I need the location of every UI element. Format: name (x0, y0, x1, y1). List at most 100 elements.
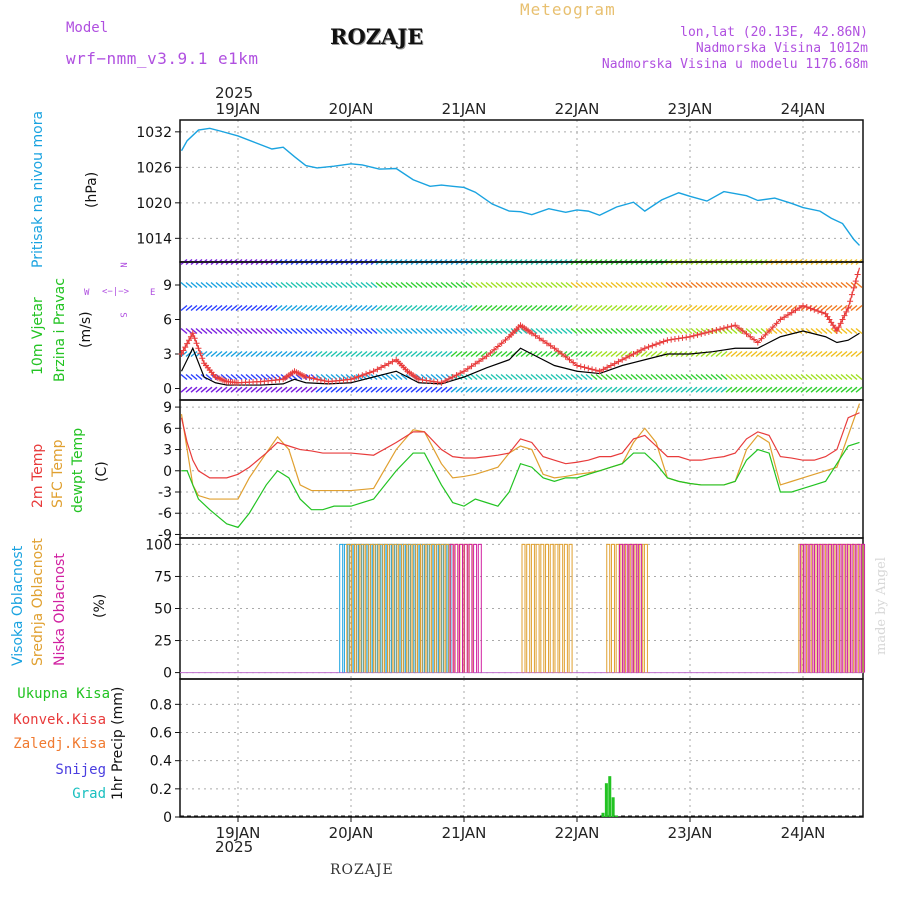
wind-barb (205, 304, 213, 312)
wind-barb (575, 281, 583, 289)
wind-gust-marker (724, 324, 731, 331)
wind-barb (370, 304, 378, 312)
temp-2m-line (180, 412, 860, 479)
wind-barb (820, 327, 828, 335)
wind-barb (680, 327, 688, 335)
cloud-high-bar (405, 543, 410, 673)
wind-gust-marker (532, 332, 539, 339)
wind-barb (350, 327, 358, 335)
wind-barb (635, 386, 643, 393)
wind-barb (530, 386, 538, 393)
wind-barb (470, 327, 478, 335)
wind-barb (795, 281, 803, 289)
lonlat-label: lon,lat (20.13E, 42.86N) (680, 25, 868, 40)
wind-gust-marker (427, 378, 434, 385)
wind-gust-marker (835, 324, 842, 331)
wind-gust-marker (788, 309, 795, 316)
wind-barb (710, 373, 718, 381)
cloud-mid-bar (530, 543, 535, 673)
wind-barb (495, 327, 503, 335)
wind-barb (820, 350, 828, 358)
panel-frame (179, 399, 864, 539)
wind-barb (595, 373, 603, 381)
wind-gust-marker (758, 335, 765, 342)
wind-barb (420, 304, 428, 312)
wind-barb (735, 281, 743, 289)
wind-gust-marker (574, 362, 580, 369)
wind-barb (335, 327, 343, 335)
wind-barb (360, 327, 368, 335)
wind-barb (375, 327, 383, 335)
wind-barb (690, 373, 698, 381)
wind-barb (660, 327, 668, 335)
wind-barb (400, 327, 408, 335)
wind-barb (845, 386, 853, 393)
wind-barb (680, 386, 688, 393)
cloud-high-bar (343, 543, 348, 673)
wind-barb (205, 281, 213, 289)
wind-barb (215, 350, 223, 358)
cloud-high-bar (386, 543, 391, 673)
wind-barb (320, 304, 328, 312)
cloud-low-bar (804, 543, 809, 673)
cloud-low-bar (637, 543, 642, 673)
wind-barb (640, 281, 648, 289)
wind-barb (545, 281, 553, 289)
wind-barb (710, 304, 718, 312)
wind-barb (285, 350, 293, 358)
y-tick-label: 100 (145, 537, 172, 553)
wind-barb (365, 304, 373, 312)
wind-barb (490, 327, 498, 335)
precip-bar (608, 776, 612, 817)
wind-barb (670, 304, 678, 312)
wind-barb (225, 304, 233, 312)
wind-gust-marker (818, 309, 825, 316)
footer-station: ROZAJE (330, 862, 394, 878)
wind-gust-marker (540, 337, 547, 344)
wind-barb (740, 350, 748, 358)
wind-barb (450, 350, 458, 358)
wind-barb (240, 350, 248, 358)
cloud-mid-bar (568, 543, 573, 673)
wind-barb (315, 304, 323, 312)
wind-barb (545, 304, 553, 312)
wind-barb (245, 373, 253, 381)
wind-barb (525, 350, 533, 358)
wind-barb (270, 327, 278, 335)
wind-barb (475, 327, 483, 335)
wind-barb (390, 373, 398, 381)
wind-gust-marker (848, 291, 855, 298)
wind-barb (295, 281, 303, 289)
wind-barb (635, 327, 643, 335)
cloud-mid-bar (615, 543, 620, 673)
wind-gust-marker (182, 344, 189, 351)
y-tick-label: 9 (163, 400, 172, 416)
wind-barb (265, 373, 273, 381)
wind-barb (835, 304, 843, 312)
wind-barb (480, 350, 488, 358)
wind-barb (445, 386, 453, 393)
wind-barb (560, 373, 568, 381)
wind-barb (235, 350, 243, 358)
wind-barb (675, 281, 683, 289)
wind-barb (440, 350, 448, 358)
cloud-high-bar (381, 543, 386, 673)
wind-barb (825, 304, 833, 312)
wind-barb (310, 327, 318, 335)
wind-gust-marker (186, 337, 193, 344)
wind-barb (830, 386, 838, 393)
wind-barb (255, 350, 263, 358)
wind-barb (740, 281, 748, 289)
day-label-bottom: 21JAN (442, 824, 487, 842)
wind-gust-marker (528, 330, 535, 337)
wind-gust-marker (743, 330, 750, 337)
wind-barb (470, 281, 478, 289)
wind-barb (730, 304, 738, 312)
wind-gust-marker (195, 345, 202, 352)
wind-barb (335, 373, 343, 381)
wind-barb (410, 327, 418, 335)
wind-barb (490, 350, 498, 358)
wind-gust-marker (690, 332, 697, 339)
wind-barb (210, 281, 218, 289)
wind-gust-marker (792, 307, 799, 314)
